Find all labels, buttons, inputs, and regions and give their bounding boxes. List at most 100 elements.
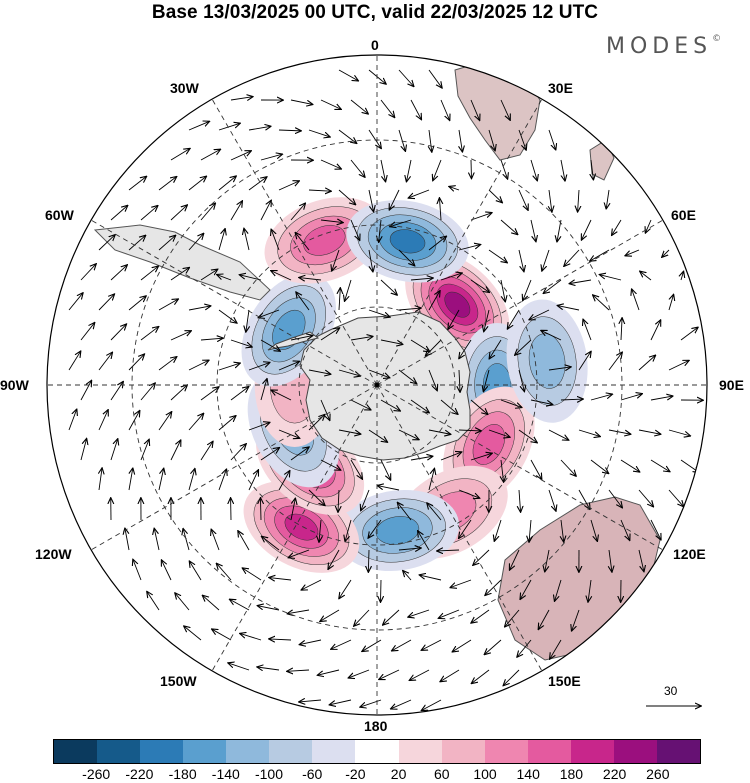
colorbar-tick-label: 180 [559, 766, 584, 782]
wind-vector [429, 129, 432, 152]
negative-anomaly [506, 299, 588, 423]
wind-vector [518, 189, 528, 210]
wind-vector [158, 299, 178, 311]
colorbar-swatch [226, 740, 270, 763]
wind-vector [590, 394, 612, 401]
wind-vector [80, 323, 95, 341]
wind-vector [448, 309, 460, 329]
wind-vector [638, 355, 655, 371]
wind-vector [183, 529, 190, 551]
wind-vector [439, 609, 460, 618]
wind-vector [200, 203, 215, 221]
wind-vector [484, 639, 502, 654]
wind-vector [500, 159, 508, 179]
wind-vector [557, 219, 561, 242]
wind-vector [403, 571, 412, 581]
wind-vector [488, 429, 510, 437]
polar-map [46, 54, 708, 716]
wind-vector [308, 489, 325, 505]
wind-vector [470, 453, 492, 461]
wind-vectors [68, 69, 703, 710]
map-title: Base 13/03/2025 00 UTC, valid 22/03/2025… [151, 2, 599, 23]
wind-vector [548, 489, 556, 511]
label-lon-30e: 30E [548, 80, 573, 96]
wind-vector [550, 639, 562, 659]
wind-vector [240, 275, 262, 281]
wind-vector [170, 385, 187, 401]
wind-vector [458, 430, 481, 431]
wind-vector [494, 519, 502, 541]
wind-vector [398, 308, 421, 310]
wind-vector [299, 639, 322, 645]
wind-vector [244, 229, 250, 251]
wind-vector [188, 176, 206, 191]
wind-vector [560, 399, 583, 400]
wind-vector [428, 236, 446, 251]
wind-vector [669, 295, 674, 311]
wind-vector [278, 361, 299, 371]
wind-vector [548, 129, 556, 150]
wind-vector [578, 429, 600, 436]
wind-vector [472, 669, 490, 683]
wind-vector [380, 459, 391, 480]
wind-vector [248, 422, 270, 431]
wind-vector [680, 327, 698, 341]
wind-vector [350, 219, 360, 240]
modes-logo: MODES© [606, 34, 722, 59]
wind-vector [338, 189, 355, 205]
wind-vector [200, 338, 223, 340]
colorbar-tick-label: -220 [125, 766, 154, 782]
wind-vector [230, 97, 253, 100]
wind-vector [421, 639, 442, 650]
wind-vector [354, 609, 370, 626]
wind-vector [200, 149, 220, 161]
wind-vector [377, 486, 400, 491]
wind-vector [422, 699, 442, 710]
wind-vector [380, 279, 397, 295]
wind-vector [248, 177, 267, 191]
south-pole-marker [374, 382, 380, 388]
colorbar-swatch [183, 740, 227, 763]
wind-vector [428, 429, 451, 434]
wind-vector [459, 339, 472, 358]
wind-vector [517, 639, 532, 657]
colorbar-swatch [656, 740, 700, 763]
wind-vector [591, 159, 593, 180]
colorbar-tick-label: -260 [82, 766, 111, 782]
wind-vector [483, 369, 490, 391]
wind-vector [230, 387, 249, 401]
colorbar-swatch [355, 740, 399, 763]
wind-vector [578, 352, 591, 371]
wind-vector [508, 309, 520, 329]
wind-vector [170, 205, 187, 221]
wind-vector [510, 549, 520, 570]
wind-vector [620, 519, 630, 540]
wind-vector [398, 429, 419, 440]
wind-vector [620, 459, 640, 472]
wind-vector [485, 579, 502, 595]
wind-vector [80, 264, 96, 281]
wind-vector [500, 279, 505, 302]
wind-vector [458, 245, 480, 251]
wind-vector [668, 429, 690, 436]
wind-vector [260, 154, 282, 161]
wind-vector [228, 663, 250, 671]
wind-vector [350, 99, 368, 114]
wind-vector [518, 429, 537, 443]
wind-vector [170, 268, 189, 281]
wind-vector [200, 269, 218, 281]
wind-vector [632, 289, 640, 311]
wind-vector [470, 279, 489, 292]
wind-vector [440, 99, 450, 120]
wind-vector [319, 519, 321, 542]
wind-vector [320, 328, 339, 341]
wind-vector [650, 320, 661, 341]
colorbar-swatch [441, 740, 485, 763]
wind-vector [640, 271, 652, 281]
wind-vector [418, 531, 430, 551]
wind-vector [578, 189, 579, 212]
wind-vector [290, 447, 309, 461]
wind-vector [98, 410, 108, 431]
wind-vector [110, 324, 126, 341]
wind-vector [128, 354, 144, 371]
